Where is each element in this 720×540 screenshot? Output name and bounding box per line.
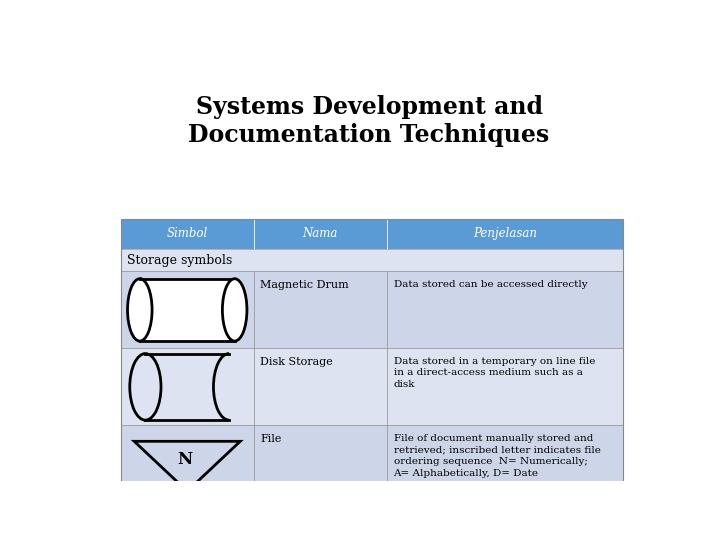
- Ellipse shape: [130, 354, 161, 420]
- Text: Magnetic Drum: Magnetic Drum: [261, 280, 349, 290]
- Bar: [253, 426, 387, 502]
- Text: Nama: Nama: [302, 227, 338, 240]
- Text: Data stored can be accessed directly: Data stored can be accessed directly: [394, 280, 588, 289]
- Ellipse shape: [222, 279, 247, 341]
- Text: Data stored in a temporary on line file
in a direct-access medium such as a
disk: Data stored in a temporary on line file …: [394, 357, 595, 389]
- Bar: [140, 279, 235, 341]
- Bar: [145, 354, 229, 420]
- Bar: [253, 348, 387, 426]
- Bar: [121, 219, 253, 248]
- Bar: [121, 219, 623, 502]
- Polygon shape: [134, 441, 240, 491]
- Bar: [387, 426, 623, 502]
- Bar: [121, 272, 253, 348]
- Text: Disk Storage: Disk Storage: [261, 357, 333, 367]
- Text: Simbol: Simbol: [166, 227, 208, 240]
- Bar: [387, 348, 623, 426]
- Text: File: File: [261, 434, 282, 444]
- Text: N: N: [177, 451, 192, 468]
- Bar: [121, 426, 253, 502]
- Bar: [387, 219, 623, 248]
- Text: Systems Development and
Documentation Techniques: Systems Development and Documentation Te…: [189, 95, 549, 147]
- Bar: [253, 272, 387, 348]
- Text: File of document manually stored and
retrieved; inscribed letter indicates file
: File of document manually stored and ret…: [394, 434, 600, 478]
- Text: Penjelasan: Penjelasan: [473, 227, 537, 240]
- Ellipse shape: [127, 279, 152, 341]
- Text: Storage symbols: Storage symbols: [127, 253, 233, 267]
- Bar: [387, 272, 623, 348]
- Bar: [121, 248, 623, 272]
- Bar: [121, 348, 253, 426]
- Bar: [253, 219, 387, 248]
